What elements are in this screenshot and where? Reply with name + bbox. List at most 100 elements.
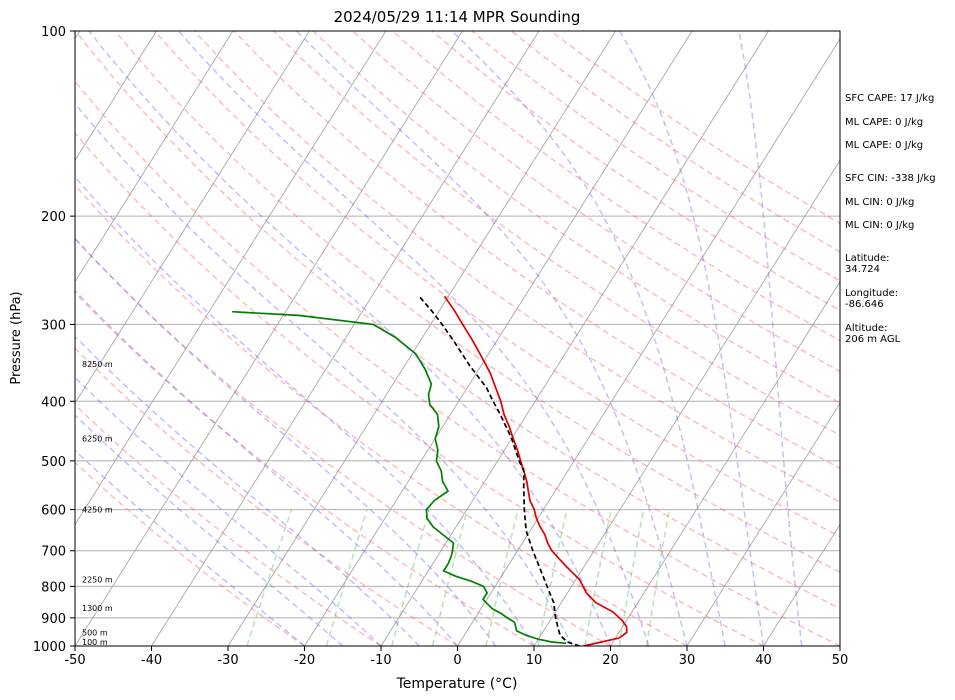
- dry-adiabat: [75, 237, 611, 646]
- y-axis-label: Pressure (hPa): [9, 291, 24, 384]
- x-tick-label: -30: [217, 653, 238, 668]
- y-axis: 100 200 300 400 500 600 700 800 900 1000: [33, 25, 75, 655]
- dewpoint-line: [232, 310, 567, 645]
- y-tick-label: 100: [41, 25, 66, 40]
- x-tick-label: -50: [64, 653, 85, 668]
- y-tick-label: 500: [41, 455, 66, 470]
- dry-adiabat: [75, 131, 764, 646]
- moist-adiabat: [75, 237, 497, 646]
- x-tick-label: 30: [679, 653, 696, 668]
- chart-title: 2024/05/29 11:14 MPR Sounding: [334, 8, 581, 26]
- isotherm: [75, 31, 234, 283]
- isotherm: [0, 31, 3, 646]
- x-tick-label: -10: [370, 653, 391, 668]
- moist-adiabat: [738, 31, 803, 646]
- mixing-ratio-line: [618, 509, 645, 646]
- moist-adiabat: [88, 31, 612, 646]
- dry-adiabat: [233, 31, 840, 470]
- isotherm: [763, 523, 840, 646]
- mixing-ratio-line: [431, 509, 469, 646]
- moist-adiabat: [177, 31, 650, 646]
- dry-adiabat: [114, 31, 840, 573]
- y-tick-label: 800: [41, 580, 66, 595]
- dry-adiabat: [391, 31, 840, 342]
- height-label: 500 m: [82, 628, 108, 637]
- sounding-series: [232, 295, 628, 646]
- background-lines: [0, 31, 840, 646]
- longitude-value: -86.646: [845, 299, 884, 310]
- mixing-ratio-line: [391, 509, 430, 646]
- moist-adiabat: [75, 335, 420, 646]
- x-tick-label: 40: [755, 653, 772, 668]
- isotherm: [533, 159, 840, 646]
- isotherm: [227, 31, 616, 646]
- ml-cin-2: ML CIN: 0 J/kg: [845, 220, 915, 231]
- moist-adiabat: [295, 31, 688, 646]
- dry-adiabat: [273, 31, 840, 436]
- y-tick-label: 900: [41, 612, 66, 627]
- height-label: 1300 m: [82, 604, 113, 613]
- isotherm: [75, 31, 310, 404]
- x-tick-label: 20: [602, 653, 619, 668]
- dry-adiabat: [193, 31, 840, 503]
- dry-adiabat: [75, 184, 688, 646]
- dry-adiabat: [75, 80, 840, 646]
- isotherm: [457, 38, 840, 646]
- isotherm: [151, 31, 540, 646]
- ml-cin-1: ML CIN: 0 J/kg: [845, 197, 915, 208]
- x-tick-label: 10: [526, 653, 543, 668]
- latitude-value: 34.724: [845, 264, 880, 275]
- parcel-profile-line: [418, 295, 581, 646]
- moist-adiabat: [75, 289, 459, 646]
- x-tick-label: 0: [453, 653, 461, 668]
- mixing-ratio-line: [537, 509, 568, 646]
- ml-cape-1: ML CAPE: 0 J/kg: [845, 117, 924, 128]
- sfc-cape: SFC CAPE: 17 J/kg: [845, 93, 935, 104]
- mixing-ratio-line: [645, 509, 671, 646]
- isotherm: [686, 402, 840, 646]
- mixing-ratio-line: [485, 509, 519, 646]
- temperature-line: [443, 295, 628, 646]
- dry-adiabat: [352, 31, 840, 373]
- isotherm: [304, 31, 693, 646]
- y-tick-label: 300: [41, 318, 66, 333]
- x-axis: -50 -40 -30 -20 -10 0 10 20 30 40 50: [64, 646, 848, 668]
- altitude-label: Altitude:: [845, 323, 888, 334]
- sfc-cin: SFC CIN: -338 J/kg: [845, 173, 936, 184]
- height-label: 4250 m: [82, 506, 113, 515]
- dry-adiabat: [154, 31, 840, 538]
- isotherm: [75, 31, 157, 162]
- longitude-label: Longitude:: [845, 288, 899, 299]
- dry-adiabat: [75, 461, 305, 646]
- isotherm: [75, 31, 387, 526]
- isotherm: [610, 280, 840, 646]
- y-tick-label: 200: [41, 210, 66, 225]
- dry-adiabat: [75, 291, 535, 646]
- isotherm: [75, 31, 463, 646]
- y-tick-label: 400: [41, 395, 66, 410]
- moist-adiabat: [75, 376, 382, 646]
- height-label: 100 m: [82, 638, 108, 647]
- y-tick-label: 600: [41, 504, 66, 519]
- moist-adiabat: [618, 31, 765, 646]
- moist-adiabat: [451, 31, 726, 646]
- x-tick-label: 50: [832, 653, 849, 668]
- height-label: 2250 m: [82, 576, 113, 585]
- x-axis-label: Temperature (°C): [396, 676, 518, 692]
- dry-adiabat: [75, 347, 458, 646]
- isotherm: [380, 31, 769, 646]
- moist-adiabat: [75, 175, 535, 646]
- moist-adiabat: [75, 102, 573, 646]
- mixing-ratio-line: [584, 509, 612, 646]
- height-label: 6250 m: [82, 435, 113, 444]
- x-tick-label: -20: [294, 653, 315, 668]
- y-tick-label: 1000: [33, 640, 66, 655]
- ml-cape-2: ML CAPE: 0 J/kg: [845, 140, 924, 151]
- altitude-value: 206 m AGL: [845, 334, 901, 345]
- mixing-ratio-line: [246, 509, 293, 646]
- x-tick-label: -40: [141, 653, 162, 668]
- mixing-ratio-line: [325, 509, 368, 646]
- height-label: 8250 m: [82, 360, 113, 369]
